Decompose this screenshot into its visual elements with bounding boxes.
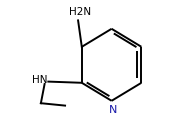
Text: H2N: H2N bbox=[69, 7, 91, 17]
Text: N: N bbox=[109, 105, 118, 115]
Text: HN: HN bbox=[32, 75, 47, 85]
